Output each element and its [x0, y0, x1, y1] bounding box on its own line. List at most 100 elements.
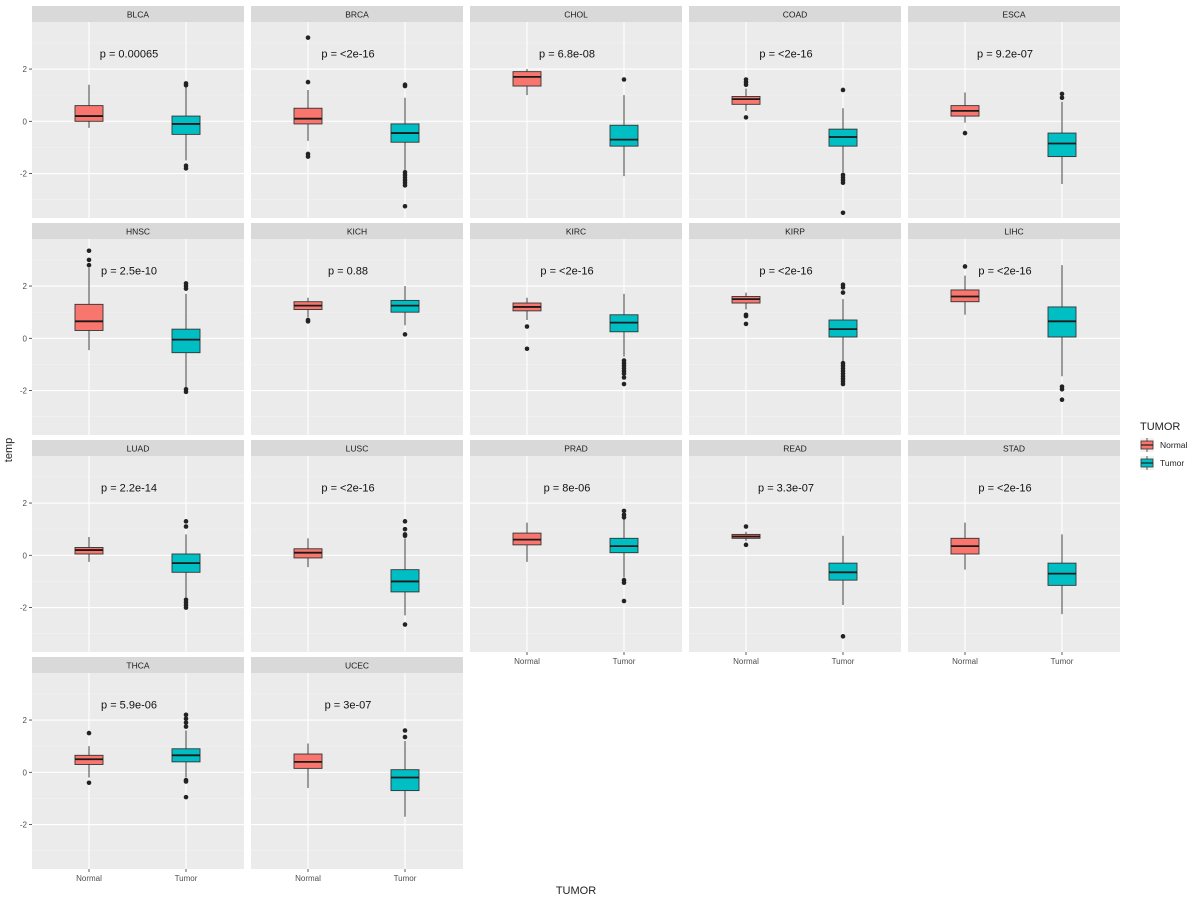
box-normal [293, 538, 323, 568]
facet-strip [689, 440, 901, 456]
outlier-point [183, 712, 189, 718]
panel-background [251, 456, 463, 652]
box-iqr [1047, 132, 1077, 158]
outlier-point [621, 371, 627, 376]
facet-title: READ [783, 444, 807, 454]
facet-title: LIHC [1004, 227, 1023, 237]
x-tick-label: Normal [952, 657, 978, 666]
panel-background [470, 456, 682, 652]
box-iqr [74, 105, 104, 122]
panel-background [689, 456, 901, 652]
facet-title: UCEC [345, 661, 369, 671]
y-tick-label: 2 [23, 716, 28, 725]
box-normal [950, 264, 980, 315]
legend-label: Tumor [1160, 458, 1184, 468]
box-tumor [609, 77, 639, 177]
outlier-point [621, 515, 627, 520]
panel-background [32, 673, 244, 869]
box-normal [74, 248, 104, 351]
facet-strip [32, 6, 244, 22]
x-tick-label: Tumor [1051, 657, 1074, 666]
p-value-label: p = 5.9e-06 [101, 699, 157, 711]
outlier-point [840, 381, 846, 387]
p-value-label: p = <2e-16 [978, 482, 1031, 494]
x-tick-label: Normal [514, 657, 540, 666]
panel-background [251, 239, 463, 435]
facet-lihc: LIHC p = <2e-16 [908, 223, 1120, 435]
box-normal [293, 743, 323, 788]
outlier-point [86, 248, 92, 254]
p-value-label: p = <2e-16 [759, 265, 812, 277]
outlier-point [840, 290, 846, 295]
panel-background [32, 456, 244, 652]
facet-title: STAD [1003, 444, 1025, 454]
outlier-point [743, 524, 749, 529]
panel-background [908, 22, 1120, 218]
outlier-point [402, 728, 408, 733]
outlier-point [402, 533, 408, 539]
outlier-point [86, 780, 92, 786]
facet-brca: BRCA p = <2e-16 [251, 6, 463, 218]
outlier-point [305, 154, 311, 159]
facet-title: THCA [126, 661, 149, 671]
box-tumor [1047, 265, 1077, 403]
panel-background [251, 673, 463, 869]
facet-title: LUSC [346, 444, 369, 454]
box-tumor [1047, 534, 1077, 615]
box-normal [512, 297, 542, 352]
facet-strip [689, 223, 901, 239]
x-tick-label: Tumor [613, 657, 636, 666]
facet-title: BLCA [127, 10, 150, 20]
p-value-label: p = 2.5e-10 [101, 265, 157, 277]
box-iqr [609, 124, 639, 147]
panel-background [32, 239, 244, 435]
facet-strip [32, 440, 244, 456]
box-normal [731, 77, 761, 120]
box-normal [74, 730, 104, 786]
outlier-point [183, 524, 189, 529]
facet-read: READ p = 3.3e-07 Normal Tumor [689, 440, 901, 666]
facet-strip [470, 6, 682, 22]
outlier-point [621, 598, 627, 604]
outlier-point [743, 321, 749, 327]
panel-background [470, 239, 682, 435]
box-tumor [171, 81, 201, 171]
outlier-point [305, 79, 311, 85]
facet-strip [32, 657, 244, 673]
y-tick-label: 0 [23, 334, 28, 343]
p-value-label: p = 3e-07 [325, 699, 372, 711]
outlier-point [305, 319, 311, 324]
outlier-point [183, 166, 189, 171]
outlier-point [743, 115, 749, 120]
box-normal [74, 537, 104, 562]
outlier-point [183, 519, 189, 524]
outlier-point [183, 720, 189, 725]
outlier-point [183, 724, 189, 729]
p-value-label: p = 9.2e-07 [977, 48, 1033, 60]
facet-strip [470, 440, 682, 456]
outlier-point [621, 508, 627, 514]
y-tick-label: -2 [20, 604, 28, 613]
outlier-point [402, 526, 408, 532]
box-tumor [171, 712, 201, 800]
outlier-point [183, 716, 189, 722]
panel-background [470, 22, 682, 218]
legend-title: TUMOR [1140, 421, 1180, 433]
outlier-point [621, 375, 627, 380]
box-tumor [390, 728, 420, 817]
panel-background [908, 456, 1120, 652]
box-tumor [390, 519, 420, 627]
p-value-label: p = 0.00065 [100, 48, 158, 60]
outlier-point [840, 210, 846, 216]
facet-title: HNSC [126, 227, 150, 237]
facet-ucec: UCEC p = 3e-07 Normal Tumor [251, 657, 463, 883]
panel-background [689, 239, 901, 435]
outlier-point [402, 203, 408, 209]
facet-strip [251, 440, 463, 456]
outlier-point [743, 313, 749, 319]
y-tick-label: 0 [23, 551, 28, 560]
box-normal [293, 35, 323, 159]
facet-title: KIRP [785, 227, 805, 237]
legend-label: Normal [1160, 440, 1188, 450]
outlier-point [1059, 386, 1065, 392]
